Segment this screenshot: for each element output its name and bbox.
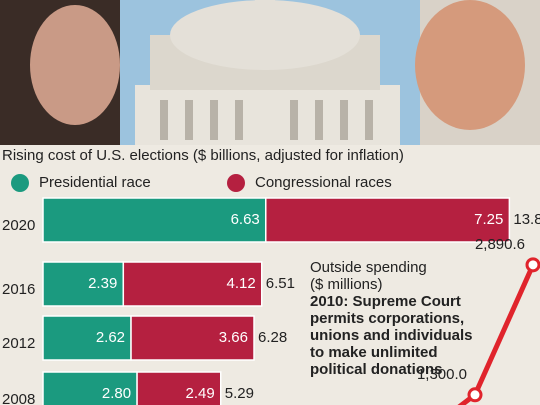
data-label: 4.12 xyxy=(227,275,256,292)
legend-swatch xyxy=(11,174,29,192)
annotation-note: political donations xyxy=(310,361,443,378)
bar-segment xyxy=(130,315,255,361)
annotation-note: unions and individuals xyxy=(310,327,473,344)
bar-segment xyxy=(265,197,511,243)
legend-label: Congressional races xyxy=(255,174,392,191)
data-label: 1,300.0 xyxy=(417,366,467,383)
total-label: 6.28 xyxy=(258,329,287,346)
data-label: 2,890.6 xyxy=(475,236,525,253)
total-label: 13.88 xyxy=(513,211,540,228)
y-tick-label: 2012 xyxy=(2,335,35,352)
bar-segment xyxy=(122,261,263,307)
data-label: 3.66 xyxy=(219,329,248,346)
y-tick-label: 2016 xyxy=(2,281,35,298)
chart-title: Rising cost of U.S. elections ($ billion… xyxy=(2,147,404,164)
y-tick-label: 2020 xyxy=(2,217,35,234)
data-label: 2.62 xyxy=(96,329,125,346)
bar-segment xyxy=(42,197,267,243)
data-label: 2.49 xyxy=(186,385,215,402)
point xyxy=(467,387,483,403)
point xyxy=(525,257,540,273)
bar-segment xyxy=(42,315,132,361)
annotation-note: 2010: Supreme Court xyxy=(310,293,461,310)
total-label: 6.51 xyxy=(266,275,295,292)
bar-segment xyxy=(42,371,138,405)
line xyxy=(472,263,536,396)
annotation-title: ($ millions) xyxy=(310,276,383,293)
legend-swatch xyxy=(227,174,245,192)
total-label: 5.29 xyxy=(225,385,254,402)
y-tick-label: 2008 xyxy=(2,391,35,405)
data-label: 6.63 xyxy=(231,211,260,228)
annotation-title: Outside spending xyxy=(310,259,427,276)
legend-label: Presidential race xyxy=(39,174,151,191)
photo xyxy=(0,0,540,145)
annotation-note: permits corporations, xyxy=(310,310,464,327)
annotation-note: to make unlimited xyxy=(310,344,438,361)
data-label: 2.39 xyxy=(88,275,117,292)
data-label: 2.80 xyxy=(102,385,131,402)
data-label: 7.25 xyxy=(474,211,503,228)
bar-segment xyxy=(136,371,222,405)
